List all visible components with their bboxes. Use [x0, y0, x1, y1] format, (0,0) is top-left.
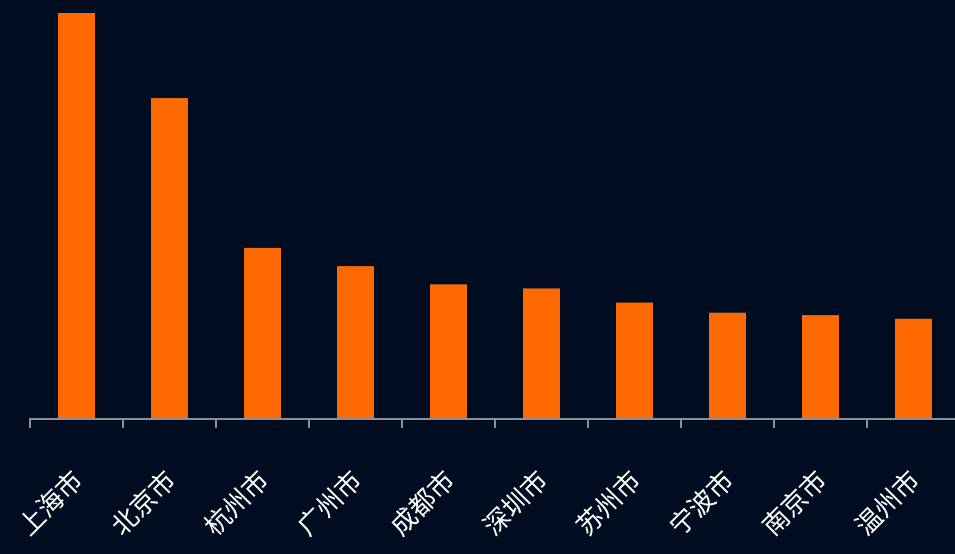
bar-6 — [616, 302, 653, 418]
x-tick-label-2: 杭州市 — [199, 466, 275, 542]
x-tick-label-5: 深圳市 — [478, 466, 554, 542]
bar-5 — [523, 288, 560, 418]
bar-8 — [802, 315, 839, 418]
x-axis-tick-labels: 上海市 北京市 杭州市 广州市 成都市 深圳市 苏州市 宁波市 南京市 温州市 — [13, 466, 926, 542]
x-tick-label-6: 苏州市 — [571, 466, 647, 542]
bars-group — [58, 13, 932, 419]
bar-1 — [151, 98, 188, 419]
x-axis-ticks — [29, 418, 868, 428]
bar-0 — [58, 13, 95, 418]
x-tick-label-7: 宁波市 — [664, 466, 740, 542]
bar-9 — [895, 318, 932, 418]
bar-7 — [709, 312, 746, 418]
x-tick-label-9: 温州市 — [850, 466, 926, 542]
x-tick-label-1: 北京市 — [106, 466, 182, 542]
x-tick-label-0: 上海市 — [13, 466, 89, 542]
x-tick-label-3: 广州市 — [292, 466, 368, 542]
bar-3 — [337, 266, 374, 418]
x-tick-label-8: 南京市 — [757, 466, 833, 542]
bar-4 — [430, 284, 467, 418]
bar-2 — [244, 247, 281, 418]
x-tick-label-4: 成都市 — [385, 466, 461, 542]
